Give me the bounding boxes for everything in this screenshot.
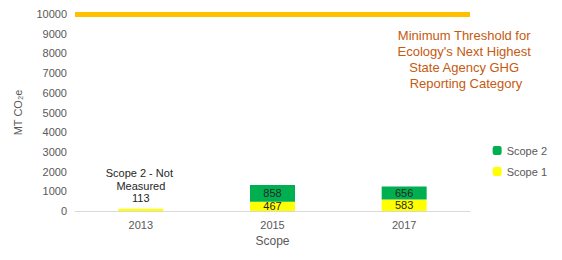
svg-text:2017: 2017 — [392, 219, 416, 231]
svg-text:583: 583 — [395, 199, 413, 211]
svg-text:9000: 9000 — [43, 28, 67, 40]
svg-text:Scope 2 - Not: Scope 2 - Not — [106, 167, 176, 179]
svg-text:Measured: Measured — [116, 180, 165, 192]
svg-text:Ecology's Next Highest: Ecology's Next Highest — [398, 44, 535, 59]
svg-text:7000: 7000 — [43, 67, 67, 79]
svg-text:113: 113 — [132, 192, 150, 204]
svg-text:Reporting Category: Reporting Category — [410, 76, 523, 91]
svg-text:Scope 2: Scope 2 — [507, 145, 547, 157]
svg-text:MT CO₂e: MT CO₂e — [12, 90, 24, 136]
svg-text:2000: 2000 — [43, 166, 67, 178]
svg-text:Scope: Scope — [255, 234, 289, 248]
svg-text:4000: 4000 — [43, 126, 67, 138]
svg-text:2013: 2013 — [129, 219, 153, 231]
svg-text:858: 858 — [263, 187, 281, 199]
svg-text:6000: 6000 — [43, 87, 67, 99]
svg-text:Minimum Threshold for: Minimum Threshold for — [398, 28, 534, 43]
svg-text:5000: 5000 — [43, 107, 67, 119]
svg-text:Scope 1: Scope 1 — [507, 166, 547, 178]
svg-text:467: 467 — [263, 200, 281, 212]
svg-text:8000: 8000 — [43, 47, 67, 59]
svg-text:State Agency GHG: State Agency GHG — [409, 60, 522, 75]
svg-text:1000: 1000 — [43, 185, 67, 197]
svg-text:3000: 3000 — [43, 146, 67, 158]
svg-text:656: 656 — [395, 187, 413, 199]
svg-text:0: 0 — [61, 205, 67, 217]
svg-text:2015: 2015 — [260, 219, 284, 231]
svg-text:10000: 10000 — [36, 8, 67, 20]
